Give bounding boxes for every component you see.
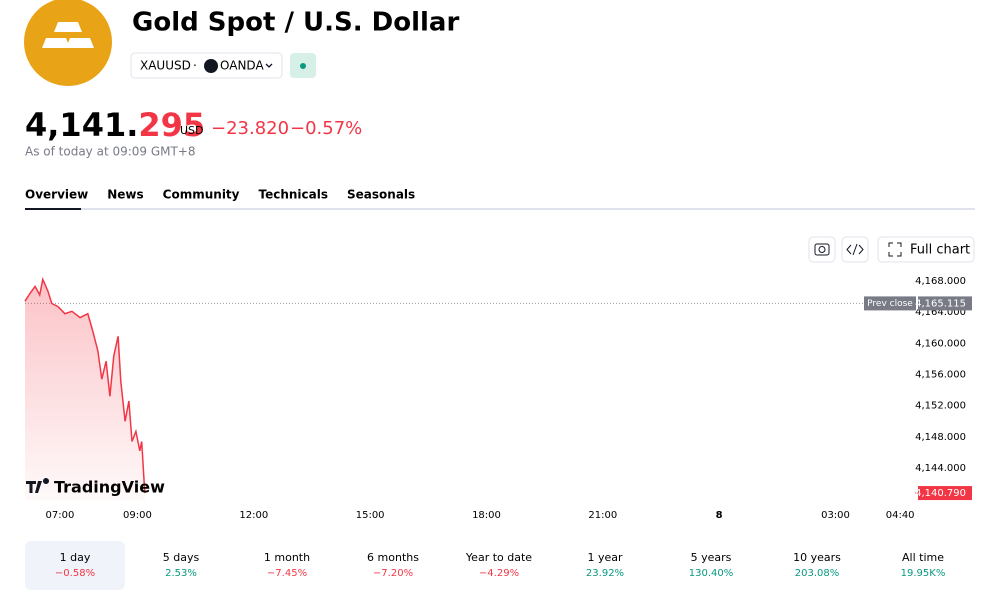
prev-close-value-tag: [918, 296, 972, 311]
prev-close-tag: [864, 296, 916, 311]
x-tick-label: 12:00: [239, 510, 268, 521]
prev-close-value: 4,165.115: [915, 298, 966, 309]
period-hit[interactable]: [661, 541, 761, 590]
x-tick-label: 18:00: [472, 510, 501, 521]
period-change: 203.08%: [795, 568, 840, 579]
period-hit[interactable]: [449, 541, 549, 590]
logo-text: TradingView: [54, 478, 165, 497]
period-change: −7.20%: [373, 568, 413, 579]
price-fraction: 295: [138, 106, 205, 144]
price-line: [24, 276, 146, 494]
camera-lens: [818, 246, 826, 253]
price: 4,141.295: [25, 106, 205, 144]
period-change: −7.45%: [267, 568, 307, 579]
period-change: −4.29%: [479, 568, 519, 579]
tabs: Overview News Community Technicals Seasonals: [25, 188, 415, 202]
period-change: 2.53%: [165, 568, 197, 579]
x-tick-label: 07:00: [45, 510, 74, 521]
status-dot: [300, 63, 306, 69]
tab[interactable]: Overview: [25, 188, 88, 202]
y-tick-label: 4,152.000: [915, 401, 966, 412]
period-hit[interactable]: [25, 541, 125, 590]
chart: 4,144.000 4,148.000 4,152.000 4,156.000 4,16…: [24, 276, 972, 521]
snapshot-button[interactable]: [808, 236, 836, 263]
period-label: 5 years: [691, 551, 732, 564]
tab[interactable]: News: [107, 188, 143, 202]
x-tick-label: 15:00: [356, 510, 385, 521]
last-price-label: 4,140.790: [915, 488, 966, 499]
camera-icon: [814, 243, 830, 256]
toolbar: Full chart: [808, 236, 975, 263]
full-chart-button[interactable]: [877, 236, 975, 263]
exchange: OANDA: [220, 59, 264, 73]
y-tick-label: 4,144.000: [915, 463, 966, 474]
tradingview-logo: TradingView: [26, 478, 165, 497]
price-main: 4,141.: [25, 106, 138, 144]
period-change: 19.95K%: [901, 568, 946, 579]
code-icon: [846, 243, 864, 256]
period-label: All time: [902, 551, 944, 564]
x-tick-label: 09:00: [123, 510, 152, 521]
last-price-tag: [918, 486, 972, 501]
period-hit[interactable]: [131, 541, 231, 590]
title: Gold Spot / U.S. Dollar: [132, 8, 459, 38]
tab[interactable]: Technicals: [259, 188, 329, 202]
y-tick-label: 4,164.000: [915, 307, 966, 318]
period-hit[interactable]: [237, 541, 337, 590]
period-label: 5 days: [163, 551, 200, 564]
period-change: 130.40%: [689, 568, 734, 579]
period-label: 1 day: [60, 551, 91, 564]
period-change: 23.92%: [586, 568, 624, 579]
period-label: 10 years: [793, 551, 841, 564]
expand-icon: [888, 242, 902, 257]
period-label: 6 months: [367, 551, 419, 564]
x-tick-label: 03:00: [821, 510, 850, 521]
period-selected-bg: [25, 541, 125, 590]
y-tick-label: 4,168.000: [915, 276, 966, 287]
y-tick-label: 4,148.000: [915, 432, 966, 443]
period-hit[interactable]: [555, 541, 655, 590]
chevron: [265, 63, 273, 68]
change: −23.820: [211, 118, 289, 139]
period-label: Year to date: [465, 551, 532, 564]
period-hit[interactable]: [767, 541, 867, 590]
period-label: 1 year: [587, 551, 623, 564]
period-hit[interactable]: [873, 541, 973, 590]
tab[interactable]: Seasonals: [347, 188, 415, 202]
area: [25, 279, 145, 500]
as-of: As of today at 09:09 GMT+8: [25, 145, 196, 159]
currency: USD: [180, 124, 204, 137]
separator: ·: [193, 59, 197, 73]
period-label: 1 month: [264, 551, 310, 564]
full-chart-label: Full chart: [910, 243, 970, 258]
symbol-icon: [24, 0, 112, 86]
x-tick-label: 21:00: [588, 510, 617, 521]
tab[interactable]: Community: [163, 188, 240, 202]
period-change: −0.58%: [55, 568, 95, 579]
prev-close-tag-label: Prev close: [867, 299, 913, 309]
x-tick-label: 8: [716, 510, 723, 521]
x-tick-label: 04:40: [886, 510, 915, 521]
exchange-icon: [204, 59, 218, 73]
periods: 1 day −0.58% 5 days 2.53% 1 month −7.45% 6 mon…: [25, 541, 973, 590]
y-tick-label: 4,160.000: [915, 338, 966, 349]
change-percent: −0.57%: [290, 118, 362, 139]
period-hit[interactable]: [343, 541, 443, 590]
symbol: XAUUSD: [140, 59, 191, 73]
y-tick-label: 4,156.000: [915, 369, 966, 380]
